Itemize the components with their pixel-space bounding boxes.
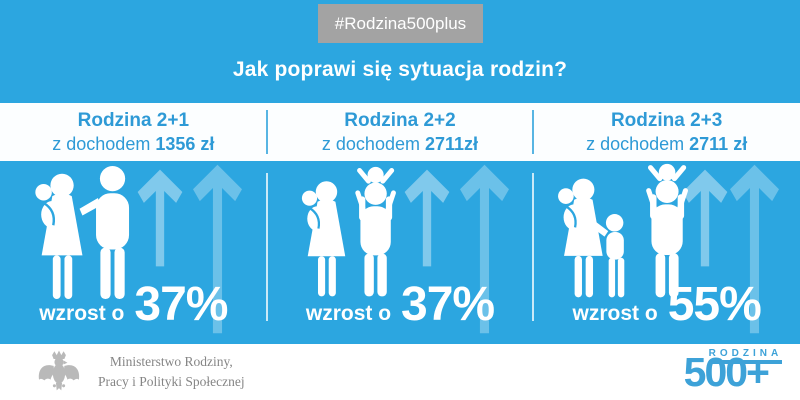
family-income: z dochodem 2711 zł [586,133,747,157]
growth-label: wzrost o [572,302,658,325]
growth-label: wzrost o [305,302,392,325]
up-arrow-icon [459,164,509,334]
income-label: z dochodem [52,133,151,154]
up-arrow-icon [682,169,728,267]
family-name: Rodzina 2+2 [344,109,456,131]
ministry-name: Ministerstwo Rodziny, Pracy i Polityki S… [98,352,245,391]
up-arrow-icon [193,164,242,334]
growth-panel-2plus1: wzrost o 37% [0,161,267,344]
polish-eagle-emblem-icon [38,350,80,391]
income-value: 2711zł [424,133,479,154]
logo-word: RODZINA [708,348,783,364]
logo-number: 500+ [683,349,770,395]
family-name: Rodzina 2+1 [77,109,190,131]
growth-panels: wzrost o 37% [0,161,800,344]
income-label: z dochodem [586,133,685,154]
family-header-2plus2: Rodzina 2+2 z dochodem 2711zł [265,103,534,161]
family-icon-two-parents-baby-child-child-on-shoulders [558,163,689,298]
family-income: z dochodem 1356 zł [52,133,214,157]
hashtag-badge: #Rodzina500plus [318,4,483,43]
family-header-2plus3: Rodzina 2+3 z dochodem 2711 zł [532,103,800,161]
growth-row: wzrost o 37% [0,277,267,332]
growth-panel-2plus3: wzrost o 55% [532,161,800,344]
growth-label: wzrost o [39,302,125,325]
family-headers-band: Rodzina 2+1 z dochodem 1356 zł Rodzina 2… [0,103,800,161]
income-value: 1356 zł [155,133,215,154]
up-arrow-icon [404,169,450,267]
family-icon-two-parents-baby-child-on-shoulders [301,166,396,297]
page-title: Jak poprawi się sytuacja rodzin? [232,58,568,81]
family-name: Rodzina 2+3 [610,109,723,131]
growth-value: 37% [401,278,495,331]
up-arrow-icon [137,169,183,267]
income-value: 2711 zł [689,133,748,154]
growth-row: wzrost o 55% [533,277,800,332]
up-arrow-icon [730,164,780,334]
income-label: z dochodem [321,133,420,154]
growth-value: 55% [667,278,762,331]
rodzina-500plus-logo: RODZINA 500+ [683,348,783,396]
ministry-line-2: Pracy i Polityki Społecznej [98,374,245,389]
growth-value: 37% [134,278,228,331]
growth-panel-2plus2: wzrost o 37% [265,161,534,344]
growth-row: wzrost o 37% [267,277,534,332]
ministry-block: Ministerstwo Rodziny, Pracy i Polityki S… [36,349,245,395]
ministry-line-1: Ministerstwo Rodziny, [109,354,233,370]
footer: Ministerstwo Rodziny, Pracy i Polityki S… [0,344,800,400]
family-income: z dochodem 2711zł [322,133,478,157]
family-header-2plus1: Rodzina 2+1 z dochodem 1356 zł [0,103,267,161]
family-icon-two-parents-baby [35,166,130,300]
